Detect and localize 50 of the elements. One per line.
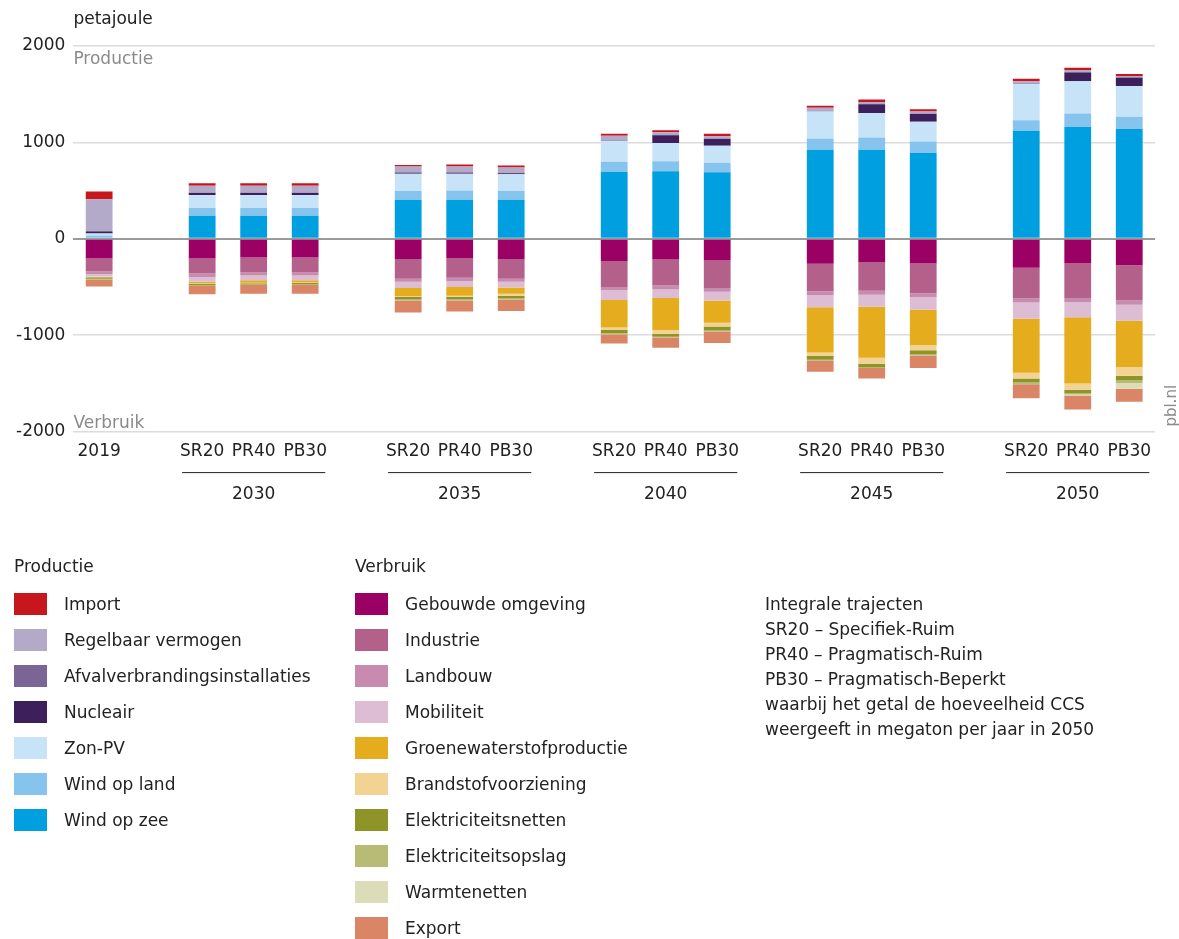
x-tick-label: SR20 <box>798 440 843 461</box>
x-tick-label: SR20 <box>386 440 431 461</box>
legend-label: Afvalverbrandingsinstallaties <box>64 666 311 686</box>
legend-label: Landbouw <box>405 666 493 686</box>
legend-label: Gebouwde omgeving <box>405 594 586 614</box>
x-tick-label: 2019 <box>77 440 121 461</box>
text: Integrale trajecten SR20 – Specifiek-Ruim PR40 – Pragmatisch-Ruim PB30 – Pragmatisch-Beperkt waarbij het getal de hoeveelheid CCS weergeeft in megaton per jaar in 2050 <box>765 593 1095 741</box>
legend-label: Groenewaterstofproductie <box>405 738 628 758</box>
legend-label: Export <box>405 918 461 938</box>
legend-label: Regelbaar vermogen <box>64 630 242 650</box>
x-tick-label: PR40 <box>231 440 276 461</box>
text: 2035 <box>438 482 482 503</box>
x-tick-label: SR20 <box>1004 440 1049 461</box>
x-tick-label: PR40 <box>437 440 482 461</box>
text: Productie <box>14 556 94 576</box>
x-tick-label: SR20 <box>592 440 637 461</box>
x-tick-label: PB30 <box>283 440 327 461</box>
y-tick-label: -2000 <box>15 420 66 441</box>
y-tick-label: 0 <box>54 227 66 248</box>
legend-label: Nucleair <box>64 702 135 722</box>
legend-label: Elektriciteitsnetten <box>405 810 567 830</box>
legend-label: Industrie <box>405 630 481 650</box>
annotation: Productie <box>73 48 154 68</box>
x-tick-label: PR40 <box>849 440 894 461</box>
y-axis-title: petajoule <box>73 8 153 28</box>
legend-label: Brandstofvoorziening <box>405 774 587 794</box>
text: Verbruik <box>355 556 426 576</box>
y-tick-label: 2000 <box>22 34 66 55</box>
legend-label: Import <box>64 594 121 614</box>
text: 2050 <box>1056 482 1100 503</box>
x-tick-label: PB30 <box>901 440 945 461</box>
legend-label: Wind op zee <box>64 810 169 830</box>
legend-label: Wind op land <box>64 774 176 794</box>
legend-label: Elektriciteitsopslag <box>405 846 567 866</box>
x-tick-label: PB30 <box>695 440 739 461</box>
y-tick-label: -1000 <box>15 323 66 344</box>
legend-label: Warmtenetten <box>405 882 528 902</box>
y-tick-label: 1000 <box>22 130 66 151</box>
x-tick-label: SR20 <box>180 440 225 461</box>
text: 2045 <box>850 482 894 503</box>
legend-label: Mobiliteit <box>405 702 484 722</box>
text: pbl.nl <box>1162 384 1179 427</box>
x-tick-label: PR40 <box>1055 440 1100 461</box>
legend-label: Zon-PV <box>64 738 125 758</box>
annotation: Verbruik <box>73 411 145 432</box>
x-tick-label: PB30 <box>1107 440 1152 461</box>
x-tick-label: PR40 <box>643 440 688 461</box>
x-tick-label: PB30 <box>489 440 533 461</box>
text: 2040 <box>644 482 688 503</box>
text: 2030 <box>232 482 276 503</box>
